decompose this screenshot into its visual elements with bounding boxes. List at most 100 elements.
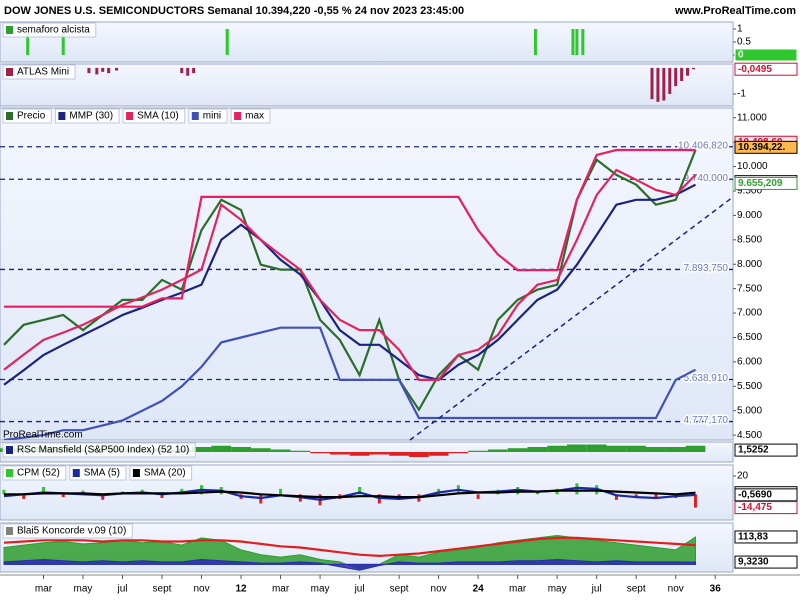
bar (581, 29, 585, 55)
value-badge (734, 176, 798, 190)
legend-box (2, 64, 76, 80)
x-tick-label: mar (272, 584, 290, 595)
header-title: DOW JONES U.S. SEMICONDUCTORS Semanal 10… (4, 5, 464, 17)
x-tick-label: may (74, 584, 93, 595)
value-badge (734, 140, 798, 154)
panel-background (0, 107, 734, 441)
bar (575, 29, 579, 55)
y-tick-label: 1 (737, 24, 743, 35)
bar (547, 445, 568, 452)
bar (535, 491, 539, 495)
value-badge (734, 501, 798, 515)
bar (115, 67, 119, 71)
x-tick-label: mar (509, 584, 527, 595)
legend-swatch (6, 446, 13, 454)
bar (606, 445, 627, 452)
series-area (3, 558, 696, 571)
bar (685, 445, 706, 452)
panel-plot (26, 29, 585, 55)
bar (650, 67, 654, 100)
x-tick-label: sept (153, 584, 172, 595)
x-tick-label: nov (193, 584, 209, 595)
legend-box (122, 108, 186, 124)
bar (668, 67, 672, 94)
bar (693, 494, 697, 508)
bar (192, 67, 196, 74)
bar (101, 494, 105, 500)
x-tick-label: jul (116, 584, 127, 595)
level-label: 9.740,000 (684, 173, 729, 184)
bar (310, 452, 330, 454)
legend-label: RSc Mansfield (S&P500 Index) (52 10) (17, 445, 189, 456)
x-tick-label: nov (668, 584, 684, 595)
x-tick-label: may (311, 584, 330, 595)
y-tick-label: 10.000 (737, 161, 768, 172)
y-tick-label: 0.5 (737, 37, 751, 48)
y-tick-label: 9.500 (737, 186, 762, 197)
y-tick-label: 7.500 (737, 283, 762, 294)
level-label: 7.893,750 (684, 263, 729, 274)
panel-background (0, 63, 734, 107)
bar (686, 67, 690, 76)
y-tick-label: 7.000 (737, 308, 762, 319)
value-badge-label: 1,5252 (738, 445, 769, 456)
legend-box (2, 523, 133, 539)
y-tick-label: 5.000 (737, 405, 762, 416)
level-label: 5.638,910 (684, 373, 729, 384)
series-line (4, 489, 696, 499)
y-tick-label: 11.000 (737, 112, 767, 123)
bar (448, 452, 469, 454)
bar (389, 452, 409, 456)
panel-background (0, 21, 734, 63)
bar (211, 445, 232, 452)
bar (468, 450, 489, 452)
bar (107, 67, 111, 74)
series-line (3, 536, 696, 558)
legend-label: ATLAS Mini (17, 67, 69, 78)
y-tick-label: 9.000 (737, 210, 762, 221)
bar (101, 67, 105, 72)
bar (41, 487, 45, 495)
y-tick-label: -1 (737, 89, 746, 100)
watermark: ProRealTime.com (3, 430, 83, 441)
legend-box (2, 108, 52, 124)
bar (231, 447, 251, 452)
bar (680, 67, 684, 81)
legend-label: MMP (30) (69, 111, 113, 122)
legend-label: SMA (20) (144, 468, 186, 479)
bar (507, 448, 528, 452)
bar (95, 67, 99, 75)
legend-label: semaforo alcista (17, 25, 90, 36)
legend-label: SMA (5) (84, 468, 120, 479)
y-tick-label: 4.500 (737, 430, 762, 441)
bar (61, 29, 65, 55)
legend-label: Precio (17, 111, 46, 122)
bar (656, 67, 660, 102)
x-tick-label: nov (431, 584, 447, 595)
legend-swatch (132, 469, 140, 477)
value-badge (734, 488, 798, 502)
bar (22, 494, 26, 499)
panel-plot (87, 67, 695, 102)
value-badge-label: -14,475 (738, 502, 772, 513)
y-tick-label: 6.000 (737, 357, 762, 368)
value-badge (734, 443, 798, 457)
bar (586, 444, 607, 452)
bar (270, 449, 291, 452)
y-tick-label: 8.000 (737, 259, 762, 270)
bar (358, 487, 362, 495)
bar (160, 494, 164, 498)
legend-box (129, 465, 193, 481)
legend-swatch (6, 68, 13, 76)
bar (250, 448, 271, 452)
bar (626, 445, 647, 452)
bar (654, 494, 658, 499)
trend-line (409, 196, 734, 441)
site[interactable]: www.ProRealTime.com (674, 5, 796, 17)
legend-swatch (58, 112, 66, 120)
legend-swatch (6, 112, 13, 120)
bar (476, 494, 480, 499)
value-badge-label: 9.655,209 (738, 178, 783, 189)
x-tick-label: may (548, 584, 567, 595)
value-badge-label: 10.394,22. (738, 142, 785, 153)
